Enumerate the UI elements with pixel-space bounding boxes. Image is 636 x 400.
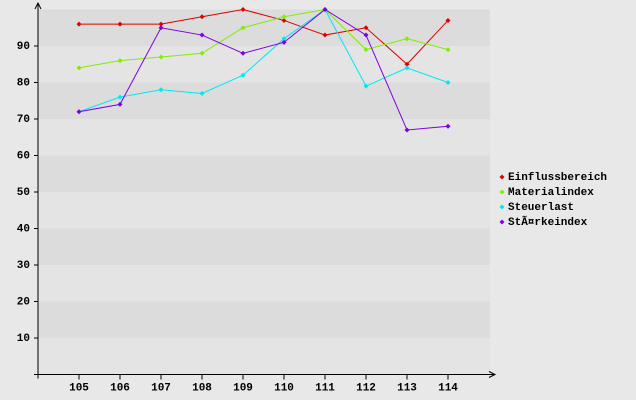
legend-label: Materialindex	[508, 187, 594, 199]
grid-band	[38, 338, 490, 375]
point-marker	[240, 25, 246, 31]
point-marker	[158, 87, 164, 93]
point-marker	[363, 32, 369, 38]
y-tick-label: 50	[17, 187, 30, 199]
y-tick-label: 30	[17, 260, 30, 272]
x-tick-label: 106	[110, 382, 130, 394]
point-marker	[281, 17, 287, 23]
series-line	[79, 8, 449, 65]
point-marker	[404, 65, 410, 71]
x-tick-label: 105	[69, 382, 89, 394]
y-tick-label: 60	[17, 150, 30, 162]
x-tick-label: 111	[315, 382, 335, 394]
legend-label: Steuerlast	[508, 202, 574, 214]
grid-band	[38, 46, 490, 83]
point-marker	[117, 58, 123, 64]
series-line	[78, 8, 449, 69]
y-tick-label: 80	[17, 77, 30, 89]
point-marker	[158, 25, 164, 31]
point-marker	[158, 54, 164, 60]
point-marker	[363, 25, 369, 31]
point-marker	[322, 32, 328, 38]
legend-marker	[499, 174, 505, 180]
series-line	[78, 8, 449, 113]
point-marker	[76, 109, 82, 115]
point-marker	[281, 36, 287, 42]
x-tick-label: 112	[356, 382, 376, 394]
grid-band	[38, 82, 490, 119]
grid-band	[38, 301, 490, 338]
series-line	[78, 8, 449, 131]
point-marker	[404, 61, 410, 67]
point-marker	[117, 21, 123, 27]
point-marker	[445, 47, 451, 53]
y-tick-label: 40	[17, 223, 30, 235]
point-marker	[199, 50, 205, 56]
point-marker	[76, 21, 82, 27]
legend-label: StÃ¤rkeindex	[508, 215, 588, 229]
point-marker	[363, 83, 369, 89]
legend-marker	[499, 219, 505, 225]
y-tick-label: 10	[17, 333, 30, 345]
point-marker	[363, 47, 369, 53]
y-axis-arrow	[34, 1, 42, 10]
point-marker	[76, 65, 82, 71]
point-marker	[240, 7, 246, 12]
y-tick-label: 70	[17, 114, 30, 126]
point-marker	[322, 7, 328, 12]
point-marker	[240, 50, 246, 56]
grid-band	[38, 119, 490, 156]
point-marker	[199, 32, 205, 38]
x-tick-label: 108	[192, 382, 212, 394]
grid-band	[38, 265, 490, 302]
x-tick-label: 113	[397, 382, 417, 394]
point-marker	[281, 14, 287, 20]
point-marker	[240, 72, 246, 78]
x-axis-arrow	[488, 371, 497, 378]
grid-band	[38, 192, 490, 229]
grid-band	[38, 228, 490, 265]
point-marker	[445, 80, 451, 85]
y-tick-label: 90	[17, 41, 30, 53]
x-tick-label: 107	[151, 382, 171, 394]
point-marker	[117, 94, 123, 100]
grid-band	[38, 155, 490, 192]
point-marker	[445, 17, 451, 23]
point-marker	[158, 21, 164, 27]
point-marker	[404, 36, 410, 42]
legend-label: Einflussbereich	[508, 172, 607, 184]
x-tick-label: 110	[274, 382, 294, 394]
x-tick-label: 109	[233, 382, 253, 394]
x-tick-label: 114	[438, 382, 458, 394]
legend-marker	[499, 204, 505, 210]
point-marker	[281, 39, 287, 45]
point-marker	[199, 90, 205, 96]
legend-marker	[499, 189, 505, 195]
point-marker	[117, 101, 123, 107]
point-marker	[404, 127, 410, 133]
y-tick-label: 20	[17, 296, 30, 308]
point-marker	[199, 14, 205, 20]
point-marker	[445, 123, 451, 129]
